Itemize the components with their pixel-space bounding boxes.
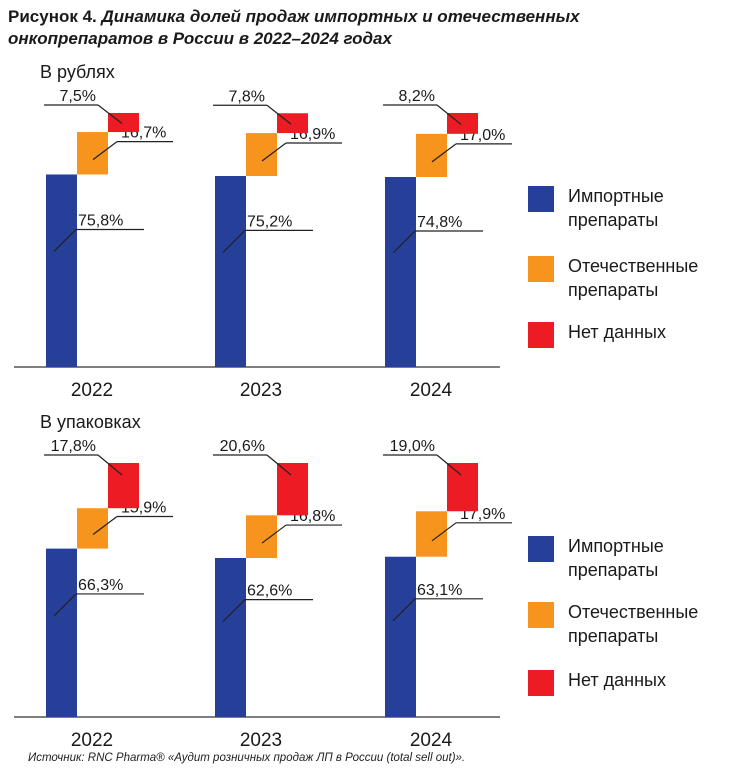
swatch-nodata — [528, 670, 554, 696]
bar-imported-2024 — [385, 556, 416, 717]
data-label-imported-2023: 62,6% — [247, 583, 292, 600]
legend-label: Импортные препараты — [568, 186, 664, 230]
swatch-imported — [528, 536, 554, 562]
swatch-nodata — [528, 322, 554, 348]
panel-packs-subtitle: В упаковках — [40, 412, 141, 432]
data-label-nodata-2022: 17,8% — [51, 438, 96, 455]
bar-domestic-2023 — [246, 515, 277, 558]
bar-nodata-2023 — [277, 113, 308, 134]
figure-title: Рисунок 4. Динамика долей продаж импортн… — [8, 6, 708, 50]
x-tick-label-2024: 2024 — [410, 730, 453, 751]
data-label-imported-2022: 66,3% — [78, 577, 123, 594]
legend-label: Импортные препараты — [568, 536, 664, 580]
x-tick-label-2023: 2023 — [240, 730, 282, 751]
swatch-imported — [528, 186, 554, 212]
legend-item-nodata: Нет данных — [528, 320, 728, 348]
bar-nodata-2024 — [447, 463, 478, 512]
bar-imported-2022 — [46, 174, 77, 367]
bar-domestic-2022 — [77, 508, 108, 549]
leader-line — [261, 142, 287, 162]
data-label-nodata-2024: 8,2% — [399, 88, 435, 105]
legend-item-imported: Импортные препараты — [528, 534, 728, 582]
data-label-nodata-2023: 7,8% — [229, 88, 265, 105]
figure-number: Рисунок 4. — [8, 7, 97, 26]
leader-line — [392, 230, 416, 254]
leader-line — [431, 522, 457, 542]
legend-label: Нет данных — [568, 322, 666, 342]
legend-item-domestic: Отечественные препараты — [528, 254, 728, 302]
x-tick-label-2024: 2024 — [410, 380, 453, 401]
bar-nodata-2022 — [108, 463, 139, 509]
bar-domestic-2022 — [77, 132, 108, 175]
bar-imported-2023 — [215, 557, 246, 717]
legend-label: Отечественные препараты — [568, 256, 699, 300]
leader-line — [266, 104, 292, 125]
chart-rubles: 75,8%16,7%7,5%202275,2%16,9%7,8%202374,8… — [14, 88, 512, 401]
legend-item-nodata: Нет данных — [528, 668, 728, 696]
bar-imported-2022 — [46, 548, 77, 717]
figure-caption: Динамика долей продаж импортных и отечес… — [8, 7, 580, 48]
leader-line — [266, 454, 292, 476]
data-label-nodata-2023: 20,6% — [220, 438, 265, 455]
source-note: Источник: RNC Pharma® «Аудит розничных п… — [28, 752, 466, 764]
legend-label: Нет данных — [568, 670, 666, 690]
data-label-nodata-2024: 19,0% — [390, 438, 435, 455]
data-label-nodata-2022: 7,5% — [60, 88, 96, 105]
leader-line — [436, 104, 462, 125]
leader-line — [436, 454, 462, 476]
leader-line — [222, 599, 246, 623]
bar-nodata-2024 — [447, 113, 478, 134]
data-label-imported-2023: 75,2% — [247, 213, 292, 230]
leader-line — [97, 104, 123, 124]
data-label-imported-2022: 75,8% — [78, 212, 123, 229]
data-label-imported-2024: 63,1% — [417, 582, 462, 599]
leader-line — [222, 229, 246, 253]
swatch-domestic — [528, 602, 554, 628]
bar-domestic-2023 — [246, 133, 277, 176]
legend-item-imported: Импортные препараты — [528, 184, 728, 232]
x-tick-label-2022: 2022 — [71, 380, 113, 401]
x-tick-label-2023: 2023 — [240, 380, 282, 401]
leader-line — [53, 229, 77, 252]
bar-domestic-2024 — [416, 511, 447, 557]
x-tick-label-2022: 2022 — [71, 730, 113, 751]
bar-nodata-2022 — [108, 113, 139, 133]
leader-line — [97, 454, 123, 476]
legend-label: Отечественные препараты — [568, 602, 699, 646]
leader-line — [92, 515, 118, 535]
swatch-domestic — [528, 256, 554, 282]
data-label-imported-2024: 74,8% — [417, 214, 462, 231]
bar-imported-2023 — [215, 175, 246, 367]
bar-imported-2024 — [385, 177, 416, 367]
leader-line — [431, 143, 457, 163]
legend-item-domestic: Отечественные препараты — [528, 600, 728, 648]
bar-domestic-2024 — [416, 133, 447, 178]
leader-line — [92, 141, 118, 161]
leader-line — [392, 598, 416, 622]
leader-line — [261, 524, 287, 544]
bar-nodata-2023 — [277, 463, 308, 516]
leader-line — [53, 593, 77, 617]
panel-rub-subtitle: В рублях — [40, 62, 115, 82]
